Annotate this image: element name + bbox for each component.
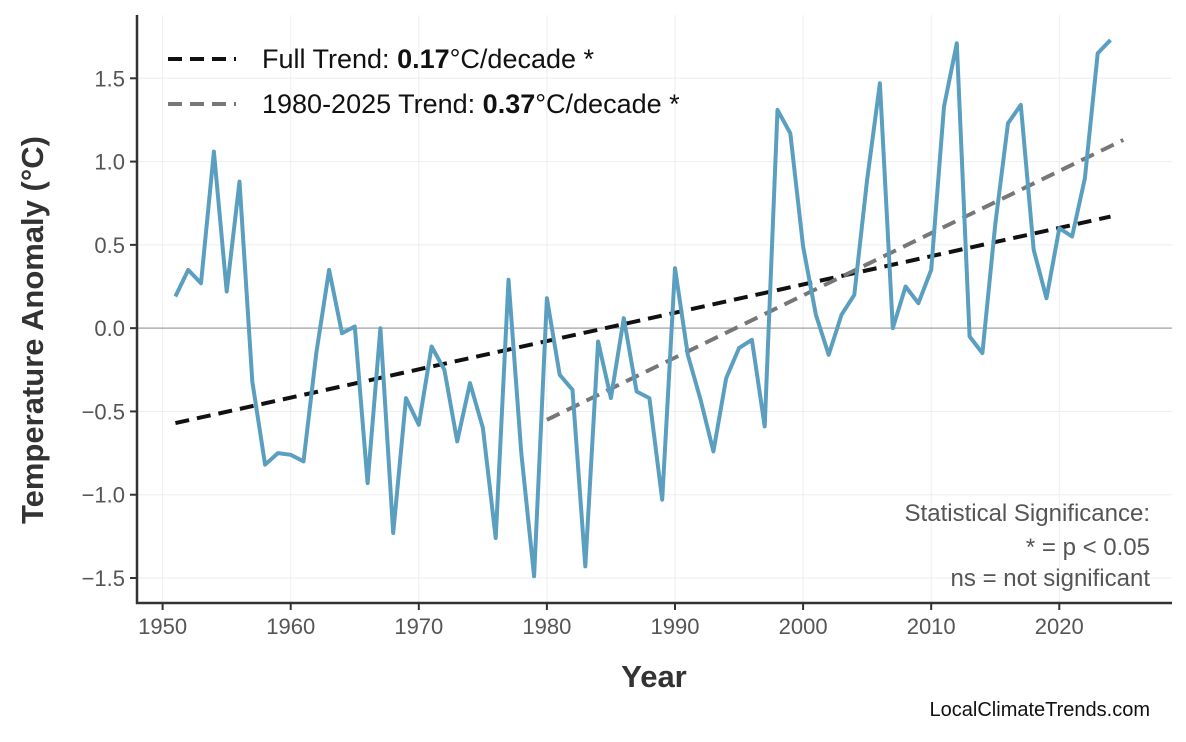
- x-tick-label: 2020: [1035, 614, 1084, 639]
- y-tick-label: −1.0: [82, 483, 125, 508]
- y-tick-label: 1.5: [94, 66, 125, 91]
- x-axis-label: Year: [621, 659, 687, 694]
- x-tick-label: 1960: [266, 614, 315, 639]
- y-tick-label: 0.5: [94, 233, 125, 258]
- legend: Full Trend: 0.17°C/decade * 1980-2025 Tr…: [168, 44, 680, 119]
- trend-lines: [174, 138, 1125, 426]
- anomaly-series-line: [173, 38, 1112, 579]
- x-tick-label: 1990: [651, 614, 700, 639]
- x-tick-label: 1950: [138, 614, 187, 639]
- legend-recent-trend: 1980-2025 Trend: 0.37°C/decade *: [262, 89, 680, 119]
- full-trend-line: [174, 214, 1111, 426]
- significance-note-line: Statistical Significance:: [905, 500, 1150, 527]
- significance-note-line: ns = not significant: [951, 565, 1151, 592]
- y-ticks: −1.5 −1.0 −0.5 0.0 0.5 1.0 1.5: [82, 66, 137, 591]
- significance-note: Statistical Significance: * = p < 0.05 n…: [905, 500, 1151, 592]
- y-tick-label: 0.0: [94, 316, 125, 341]
- x-tick-label: 2010: [907, 614, 956, 639]
- legend-full-trend: Full Trend: 0.17°C/decade *: [262, 44, 595, 74]
- x-tick-label: 1980: [522, 614, 571, 639]
- y-axis-label: Temperature Anomaly (°C): [15, 136, 50, 524]
- x-tick-label: 1970: [394, 614, 443, 639]
- y-tick-label: −1.5: [82, 566, 125, 591]
- watermark: LocalClimateTrends.com: [930, 699, 1150, 721]
- significance-note-line: * = p < 0.05: [1026, 534, 1150, 561]
- y-tick-label: −0.5: [82, 399, 125, 424]
- x-ticks: 1950 1960 1970 1980 1990 2000 2010 2020: [138, 603, 1084, 639]
- y-tick-label: 1.0: [94, 150, 125, 175]
- x-tick-label: 2000: [779, 614, 828, 639]
